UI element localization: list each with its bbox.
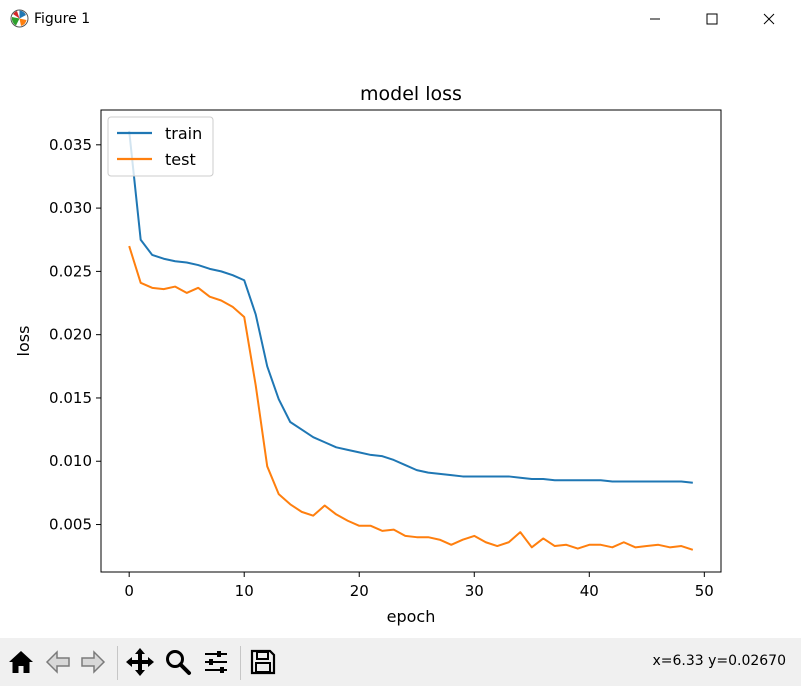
x-tick-label: 40 bbox=[580, 582, 599, 600]
y-axis: 0.005 0.010 0.015 0.020 0.025 0.030 0.035 bbox=[49, 136, 101, 534]
zoom-button[interactable] bbox=[162, 646, 194, 678]
toolbar-separator bbox=[117, 646, 118, 680]
y-tick-label: 0.005 bbox=[49, 516, 92, 534]
series-line-train bbox=[128, 130, 693, 484]
matplotlib-logo-icon bbox=[10, 9, 29, 28]
configure-subplots-icon bbox=[205, 651, 227, 673]
legend-train-label: train bbox=[165, 124, 202, 143]
save-icon bbox=[250, 649, 276, 675]
configure-subplots-button[interactable] bbox=[200, 646, 232, 678]
window-title: Figure 1 bbox=[34, 11, 91, 27]
chart-title: model loss bbox=[360, 83, 462, 105]
navigation-toolbar: x=6.33 y=0.02670 bbox=[0, 638, 801, 686]
close-icon bbox=[763, 13, 775, 25]
toolbar-separator bbox=[240, 646, 241, 680]
series-line-test bbox=[128, 245, 694, 551]
back-icon bbox=[45, 650, 70, 674]
zoom-icon bbox=[166, 650, 191, 675]
y-tick-label: 0.025 bbox=[49, 262, 92, 280]
chart: model loss 0 10 20 30 40 50 0.0050.0100.0150.… bbox=[14, 83, 722, 626]
x-tick-label: 20 bbox=[350, 582, 369, 600]
minimize-icon bbox=[650, 18, 660, 20]
y-tick-label: 0.030 bbox=[49, 199, 92, 217]
save-button[interactable] bbox=[247, 646, 279, 678]
figure-canvas[interactable]: model loss 0 10 20 30 40 50 0.005 0.010 0.015 0.… bbox=[0, 38, 801, 638]
close-button[interactable] bbox=[746, 0, 792, 38]
x-tick-label: 0 bbox=[124, 582, 134, 600]
home-icon bbox=[9, 651, 33, 673]
x-tick-label: 50 bbox=[695, 582, 714, 600]
cursor-coordinates: x=6.33 y=0.02670 bbox=[652, 653, 786, 669]
x-tick-label: 10 bbox=[235, 582, 254, 600]
maximize-button[interactable] bbox=[689, 0, 735, 38]
x-axis: 0 10 20 30 40 50 bbox=[124, 572, 714, 600]
legend-box bbox=[107, 116, 214, 177]
home-button[interactable] bbox=[5, 646, 37, 678]
pan-button[interactable] bbox=[124, 646, 156, 678]
plot-frame bbox=[100, 109, 722, 573]
y-tick-label: 0.010 bbox=[49, 452, 92, 470]
y-tick-label: 0.015 bbox=[49, 389, 92, 407]
pan-icon bbox=[126, 648, 154, 676]
minimize-button[interactable] bbox=[632, 0, 678, 38]
plot-content bbox=[128, 130, 694, 551]
y-tick-label: 0.035 bbox=[49, 136, 92, 154]
forward-button[interactable] bbox=[77, 646, 109, 678]
legend: train test bbox=[107, 116, 214, 177]
maximize-icon bbox=[706, 13, 718, 25]
forward-icon bbox=[81, 650, 106, 674]
x-tick-label: 30 bbox=[465, 582, 484, 600]
y-axis-label: loss bbox=[14, 326, 33, 357]
y-tick-label: 0.020 bbox=[49, 326, 92, 344]
title-bar: Figure 1 bbox=[0, 0, 801, 38]
legend-test-label: test bbox=[165, 150, 196, 169]
back-button[interactable] bbox=[42, 646, 74, 678]
x-axis-label: epoch bbox=[387, 607, 436, 626]
